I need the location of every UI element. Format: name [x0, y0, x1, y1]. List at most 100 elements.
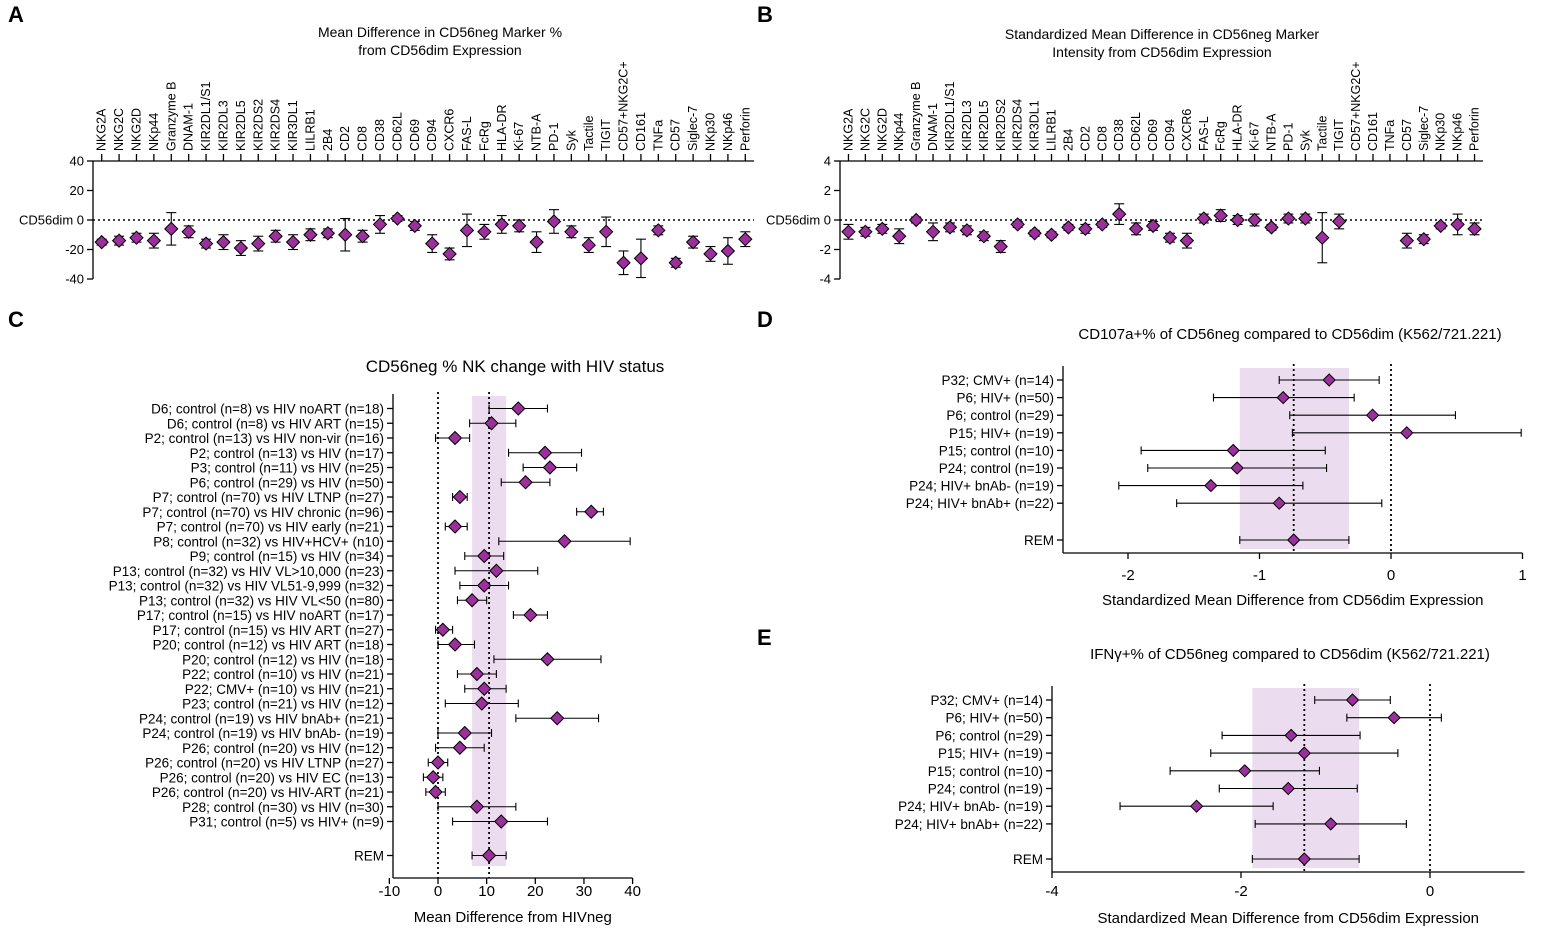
panel-a-category-label: CD94: [425, 119, 439, 151]
panel-b-category-label: KIR2DL3: [960, 100, 974, 151]
panel-b-data-point: [1010, 217, 1025, 232]
panel-b-category-label: FcRg: [1214, 121, 1228, 151]
panel-a-category-label: 2B4: [321, 129, 335, 151]
panel-c-title: CD56neg % NK change with HIV status: [366, 357, 665, 376]
panel-a-category-label: KIR2DS4: [269, 99, 283, 151]
panel-c-data-point: [469, 666, 485, 682]
panel-c-data-point: [542, 460, 558, 475]
panel-a-category-label: NTB-A: [530, 113, 544, 151]
panel-a-data-point: [233, 240, 249, 256]
panel-a-category-label: NKp46: [721, 113, 735, 151]
panel-e-x-tick-label: -2: [1234, 883, 1247, 900]
panel-a-category-label: CD161: [634, 112, 648, 151]
panel-a-category-label: Siglec-7: [686, 106, 700, 151]
panel-c-data-point: [518, 475, 533, 490]
panel-b-data-point: [858, 224, 873, 240]
panel-c-data-point: [469, 799, 485, 814]
panel-b-data-point: [1331, 214, 1347, 229]
panel-a-data-point: [738, 231, 753, 247]
panel-b-category-label: KIR3DL1: [1028, 100, 1042, 151]
panel-c-row-label: P13; control (n=32) vs HIV VL51-9,999 (n…: [109, 579, 384, 594]
panel-a-category-label: KIR2DS2: [251, 99, 265, 151]
panel-d-row-label: P15; HIV+ (n=19): [949, 426, 1054, 441]
panel-b-category-label: FAS-L: [1197, 116, 1211, 151]
panel-a-category-label: CD57: [669, 119, 683, 151]
panel-b-category-label: TNFa: [1383, 120, 1397, 151]
panel-a-category-label: LILRB1: [303, 109, 317, 151]
panel-b-label: B: [757, 2, 773, 27]
panel-a-data-point: [668, 255, 683, 270]
panel-e-rem-point: [1297, 852, 1312, 866]
panel-e-x-axis-label: Standardized Mean Difference from CD56di…: [1097, 910, 1479, 927]
panel-d-row-label: P6; HIV+ (n=50): [956, 391, 1054, 406]
panel-b-data-point: [959, 223, 975, 238]
panel-a-category-label: CD62L: [390, 112, 404, 151]
panel-d-row-label: P24; HIV+ bnAb+ (n=22): [906, 496, 1054, 511]
panel-a-y-tick-label: 20: [70, 183, 84, 198]
panel-c-data-point: [540, 652, 555, 667]
panel-e-label: E: [757, 625, 772, 650]
panel-e-row-label: P6; control (n=29): [935, 728, 1043, 743]
panel-c-x-tick-label: 10: [478, 883, 495, 900]
panel-c-row-label: P2; control (n=13) vs HIV non-vir (n=16): [145, 431, 384, 446]
panel-a-label: A: [8, 2, 24, 27]
panel-a-data-point: [651, 223, 666, 238]
panel-b-data-point: [1298, 211, 1313, 226]
panel-b-data-point: [1061, 220, 1076, 235]
panel-c-data-point: [477, 548, 492, 564]
panel-c-data-point: [474, 696, 489, 711]
panel-c-data-point: [447, 637, 463, 652]
panel-a-category-label: Syk: [564, 129, 578, 151]
panel-a-data-point: [338, 227, 353, 242]
panel-c-row-label: P26; control (n=20) vs HIV EC (n=13): [160, 770, 384, 785]
panel-c-x-tick-label: 0: [434, 883, 442, 900]
panel-d-data-point: [1276, 390, 1290, 405]
panel-c-row-label: D6; control (n=8) vs HIV noART (n=18): [151, 402, 384, 417]
panel-c-row-label: P3; control (n=11) vs HIV (n=25): [191, 461, 384, 476]
panel-a-category-label: KIR2DL3: [216, 100, 230, 151]
panel-a-category-label: Granzyme B: [164, 82, 178, 151]
panel-c-data-point: [428, 784, 443, 800]
panel-c-data-point: [557, 534, 572, 549]
panel-c-row-label: P23; control (n=21) vs HIV (n=12): [182, 697, 384, 712]
panel-e-data-point: [1281, 781, 1295, 796]
panel-c-data-point: [447, 430, 463, 446]
panel-b-title: Standardized Mean Difference in CD56neg …: [1005, 26, 1319, 42]
panel-a-category-label: NKG2D: [129, 108, 143, 151]
panel-e-row-label: P24; HIV+ bnAb+ (n=22): [895, 817, 1043, 832]
panel-c-data-point: [430, 755, 446, 770]
panel-c-row-label: D6; control (n=8) vs HIV ART (n=15): [167, 416, 384, 431]
panel-b-data-point: [1281, 211, 1296, 226]
panel-c-rem-label: REM: [354, 849, 384, 864]
panel-a-data-point: [181, 224, 196, 240]
panel-a-category-label: TIGIT: [599, 119, 613, 151]
panel-e-row-label: P24; HIV+ bnAb- (n=19): [898, 799, 1043, 814]
panel-b-category-label: CD161: [1366, 112, 1380, 151]
panel-e-data-point: [1238, 764, 1252, 778]
panel-b-data-point: [1078, 221, 1093, 237]
panel-a-data-point: [477, 224, 492, 240]
panel-c-row-label: P17; control (n=15) vs HIV noART (n=17): [137, 608, 384, 623]
panel-c-data-point: [537, 445, 553, 460]
panel-d-x-axis-label: Standardized Mean Difference from CD56di…: [1102, 592, 1484, 609]
panel-b-category-label: Syk: [1298, 129, 1312, 151]
panel-d-data-point: [1400, 426, 1414, 440]
panel-c-row-label: P7; control (n=70) vs HIV LTNP (n=27): [153, 490, 384, 505]
panel-a-category-label: NKp30: [704, 113, 718, 151]
panel-c-row-label: P28; control (n=30) vs HIV (n=30): [182, 800, 384, 815]
panel-a-category-label: KIR2DL5: [234, 100, 248, 151]
panel-c-row-label: P26; control (n=20) vs HIV-ART (n=21): [152, 785, 384, 800]
panel-b-category-label: CD57+NKG2C+: [1349, 61, 1363, 151]
panel-e-data-point: [1297, 746, 1312, 760]
panel-a-category-label: KIR2DL1/S1: [199, 81, 213, 151]
panel-b-data-point: [976, 229, 992, 244]
panel-b-data-point: [1315, 230, 1330, 245]
panel-a-data-point: [303, 227, 318, 242]
panel-a-data-point: [703, 246, 718, 262]
panel-d-data-point: [1226, 443, 1240, 458]
panel-a-category-label: NKG2C: [112, 108, 126, 151]
panel-d-row-label: P32; CMV+ (n=14): [941, 373, 1054, 388]
panel-a-category-label: FcRg: [477, 121, 491, 151]
panel-b-category-label: LILRB1: [1045, 109, 1059, 151]
panel-b-category-label: NKp44: [892, 113, 906, 151]
